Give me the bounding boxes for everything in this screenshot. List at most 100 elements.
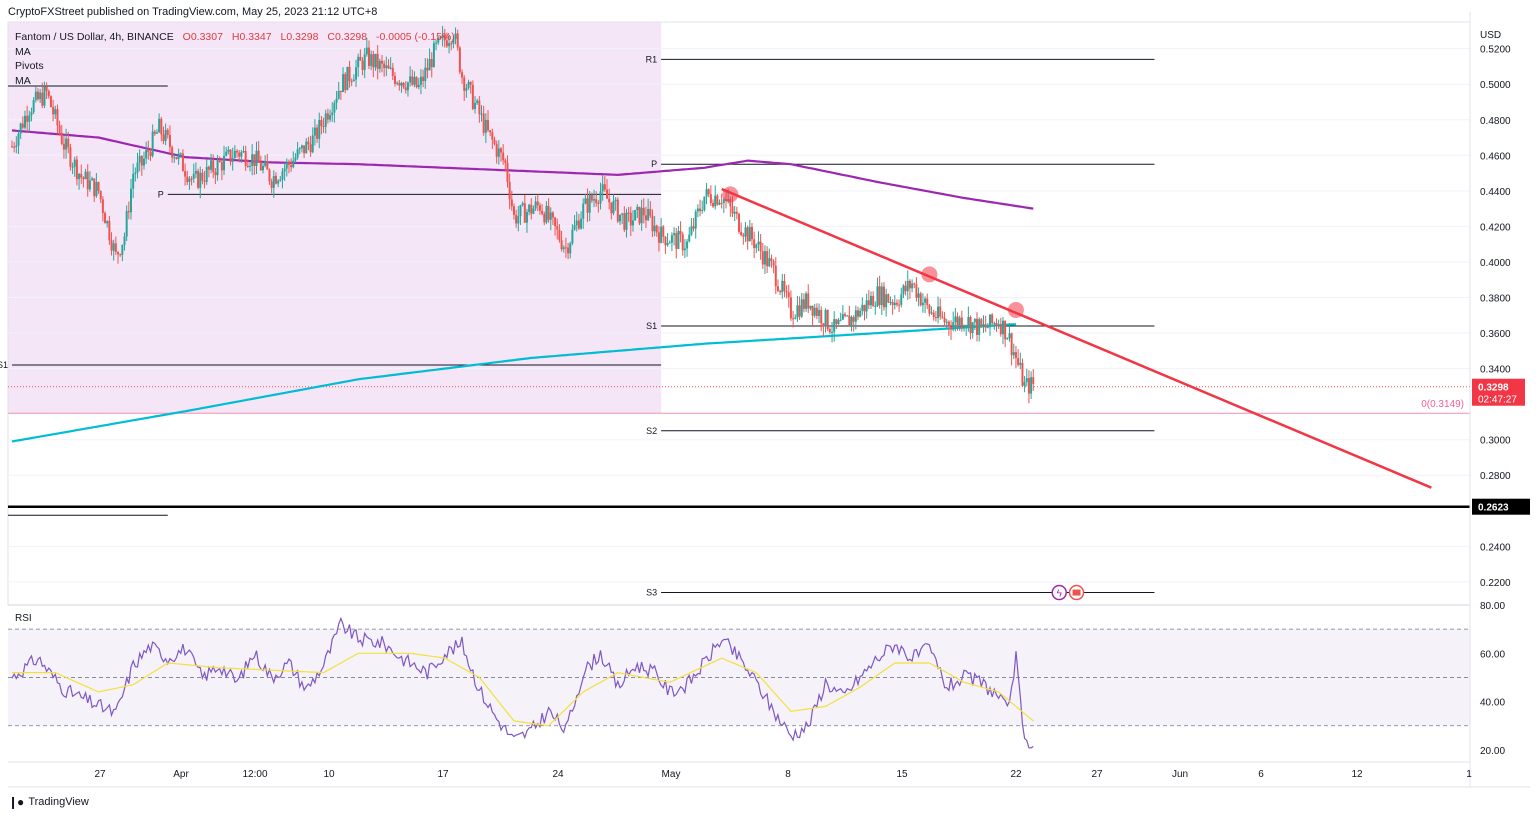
- legend-symbol: Fantom / US Dollar, 4h, BINANCE: [15, 31, 174, 43]
- candle-body: [911, 283, 914, 289]
- candle-body: [294, 157, 297, 161]
- candle-body: [311, 135, 314, 153]
- candle-body: [175, 157, 178, 159]
- candle-body: [655, 225, 658, 233]
- candle-body: [670, 235, 673, 243]
- candle-body: [337, 90, 340, 99]
- candle-body: [558, 229, 561, 241]
- candle-body: [891, 301, 894, 306]
- candle-body: [117, 251, 120, 255]
- candle-body: [809, 305, 812, 309]
- candle-body: [69, 147, 72, 167]
- candle-body: [223, 155, 226, 171]
- candle-body: [467, 82, 470, 89]
- candle-body: [56, 109, 59, 126]
- candle-body: [227, 149, 230, 152]
- candle-body: [179, 153, 182, 155]
- candle-body: [136, 162, 139, 173]
- candle-body: [666, 242, 669, 246]
- time-tick-label: 27: [1091, 769, 1103, 780]
- candle-body: [1010, 333, 1013, 356]
- rsi-ma-line: [12, 652, 1034, 727]
- candle-body: [313, 127, 316, 136]
- candle-body: [638, 206, 641, 224]
- candle-body: [995, 323, 998, 327]
- candle-body: [519, 205, 522, 217]
- candle-body: [567, 247, 570, 254]
- candle-body: [852, 317, 855, 322]
- candle-body: [919, 293, 922, 306]
- candle-body: [564, 247, 567, 249]
- candle-body: [657, 232, 660, 243]
- fib-level-label: 0(0.3149): [1421, 399, 1464, 410]
- candle-body: [869, 295, 872, 306]
- candle-body: [34, 91, 37, 101]
- candle-body: [432, 43, 435, 68]
- legend-indicator-ma-2[interactable]: MA: [15, 74, 31, 87]
- candle-body: [603, 184, 606, 190]
- candle-body: [963, 326, 966, 329]
- time-tick-label: 15: [896, 769, 908, 780]
- candle-body: [947, 321, 950, 327]
- candle-body: [389, 67, 392, 69]
- legend-indicator-ma[interactable]: MA: [15, 45, 31, 58]
- candle-body: [582, 203, 585, 219]
- candle-body: [805, 293, 808, 309]
- rsi-tick-label: 40.00: [1480, 698, 1505, 709]
- candle-body: [437, 37, 440, 43]
- candle-body: [644, 215, 647, 221]
- candle-body: [60, 132, 63, 144]
- candle-body: [236, 150, 239, 153]
- candle-body: [417, 84, 420, 88]
- candle-body: [166, 129, 169, 135]
- candle-body: [924, 298, 927, 303]
- candle-body: [445, 40, 448, 47]
- candle-body: [999, 324, 1002, 335]
- candle-body: [426, 67, 429, 71]
- candle-body: [439, 37, 442, 39]
- candle-body: [266, 161, 269, 170]
- candle-body: [482, 113, 485, 133]
- grid-lines: [8, 48, 1470, 583]
- currency-label: USD: [1480, 30, 1501, 41]
- candle-body: [588, 195, 591, 213]
- candle-body: [1001, 320, 1004, 335]
- candle-body: [487, 119, 490, 131]
- candle-body: [372, 54, 375, 68]
- candle-body: [913, 283, 916, 285]
- candle-body: [73, 159, 76, 167]
- candle-body: [722, 199, 725, 203]
- candle-body: [554, 217, 557, 227]
- candle-body: [93, 178, 96, 197]
- candle-body: [335, 98, 338, 103]
- candle-body: [863, 304, 866, 312]
- candle-body: [383, 63, 386, 69]
- candle-body: [779, 290, 782, 293]
- candle-body: [58, 125, 61, 133]
- legend-high: H0.3347: [231, 31, 272, 43]
- candle-body: [798, 305, 801, 317]
- candle-body: [463, 77, 466, 91]
- candle-body: [458, 47, 461, 73]
- candle-body: [664, 236, 667, 246]
- candle-body: [757, 241, 760, 245]
- candle-body: [770, 258, 773, 262]
- candle-body: [352, 79, 355, 82]
- candle-body: [627, 212, 630, 214]
- legend-indicator-pivots[interactable]: Pivots: [15, 60, 44, 72]
- rsi-pane: RSI 80.00 60.00 40.00 20.00: [8, 601, 1505, 757]
- candle-body: [502, 152, 505, 161]
- candle-body: [510, 199, 513, 207]
- candle-body: [887, 294, 890, 303]
- candle-body: [712, 203, 715, 207]
- candle-body: [523, 203, 526, 223]
- candle-body: [21, 123, 24, 128]
- candle-body: [114, 243, 117, 252]
- candle-body: [86, 171, 89, 190]
- candle-body: [755, 244, 758, 249]
- candle-body: [692, 226, 695, 229]
- candle-body: [668, 242, 671, 244]
- candle-body: [833, 319, 836, 332]
- candle-body: [71, 166, 74, 168]
